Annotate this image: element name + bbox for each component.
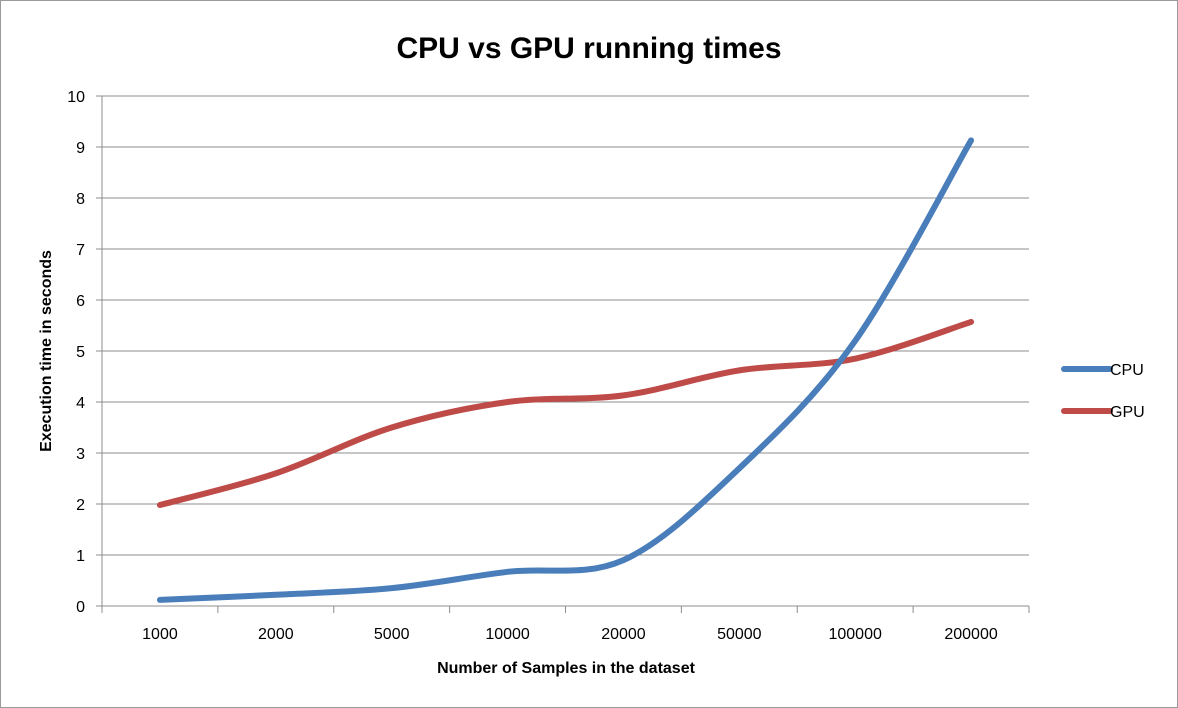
y-tick-label: 6 xyxy=(76,293,85,310)
x-tick-label: 2000 xyxy=(258,626,294,643)
legend-label-gpu: GPU xyxy=(1110,404,1145,421)
y-tick-label: 5 xyxy=(76,344,85,361)
x-tick-label: 100000 xyxy=(828,626,881,643)
y-tick-label: 7 xyxy=(76,242,85,259)
y-tick-labels: 0 1 2 3 4 5 6 7 8 9 10 xyxy=(67,89,85,616)
y-tick-label: 4 xyxy=(76,395,85,412)
y-tick-label: 10 xyxy=(67,89,85,106)
x-tick-label: 50000 xyxy=(717,626,762,643)
x-axis-title: Number of Samples in the dataset xyxy=(437,660,696,677)
y-axis-title: Execution time in seconds xyxy=(38,250,55,452)
axes xyxy=(96,95,1030,613)
series-line-cpu xyxy=(156,137,975,603)
x-tick-label: 1000 xyxy=(142,626,178,643)
x-tick-label: 200000 xyxy=(944,626,997,643)
y-tick-label: 0 xyxy=(76,599,85,616)
y-tick-label: 9 xyxy=(76,140,85,157)
series-lines xyxy=(156,137,975,603)
x-tick-label: 20000 xyxy=(601,626,646,643)
gridlines xyxy=(102,95,1029,556)
chart-title: CPU vs GPU running times xyxy=(396,32,781,65)
y-tick-label: 1 xyxy=(76,548,85,565)
series-line-gpu xyxy=(156,318,975,509)
x-tick-labels: 1000 2000 5000 10000 20000 50000 100000 200000 xyxy=(142,626,998,643)
y-tick-label: 8 xyxy=(76,191,85,208)
y-tick-label: 2 xyxy=(76,497,85,514)
legend: CPU GPU xyxy=(1061,362,1145,421)
y-tick-label: 3 xyxy=(76,446,85,463)
x-tick-label: 5000 xyxy=(374,626,410,643)
legend-label-cpu: CPU xyxy=(1110,362,1144,379)
x-tick-label: 10000 xyxy=(485,626,530,643)
